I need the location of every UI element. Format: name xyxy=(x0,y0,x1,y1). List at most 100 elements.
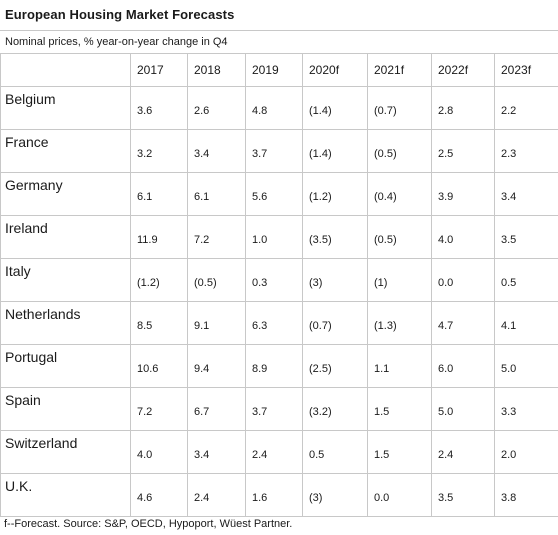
value-cell: (1) xyxy=(367,258,432,302)
column-header: 2019 xyxy=(245,53,303,87)
country-cell: Netherlands xyxy=(0,301,131,345)
value-cell: (0.5) xyxy=(367,215,432,259)
value-cell: (1.4) xyxy=(302,129,368,173)
value-cell: 6.0 xyxy=(431,344,495,388)
value-cell: 6.1 xyxy=(130,172,188,216)
value-cell: 8.5 xyxy=(130,301,188,345)
value-cell: 2.3 xyxy=(494,129,558,173)
value-cell: 8.9 xyxy=(245,344,303,388)
value-cell: 4.7 xyxy=(431,301,495,345)
value-cell: 0.0 xyxy=(367,473,432,517)
table-row: Italy (1.2) (0.5) 0.3 (3) (1) 0.0 0.5 xyxy=(0,258,558,302)
value-cell: (1.3) xyxy=(367,301,432,345)
value-cell: (1.4) xyxy=(302,86,368,130)
country-cell: Portugal xyxy=(0,344,131,388)
country-cell: Ireland xyxy=(0,215,131,259)
value-cell: 3.6 xyxy=(130,86,188,130)
value-cell: 9.1 xyxy=(187,301,246,345)
table-row: Netherlands 8.5 9.1 6.3 (0.7) (1.3) 4.7 4.1 xyxy=(0,301,558,345)
value-cell: 0.5 xyxy=(302,430,368,474)
value-cell: 7.2 xyxy=(130,387,188,431)
value-cell: 6.3 xyxy=(245,301,303,345)
value-cell: 2.0 xyxy=(494,430,558,474)
value-cell: (3) xyxy=(302,258,368,302)
table-title: European Housing Market Forecasts xyxy=(5,7,235,22)
column-header: 2023f xyxy=(494,53,558,87)
value-cell: 9.4 xyxy=(187,344,246,388)
column-header: 2020f xyxy=(302,53,368,87)
value-cell: 0.5 xyxy=(494,258,558,302)
table-row: Germany 6.1 6.1 5.6 (1.2) (0.4) 3.9 3.4 xyxy=(0,172,558,216)
value-cell: 3.4 xyxy=(187,129,246,173)
value-cell: 4.0 xyxy=(130,430,188,474)
value-cell: (0.7) xyxy=(367,86,432,130)
value-cell: (3) xyxy=(302,473,368,517)
value-cell: 2.6 xyxy=(187,86,246,130)
table-row: Ireland 11.9 7.2 1.0 (3.5) (0.5) 4.0 3.5 xyxy=(0,215,558,259)
value-cell: 4.0 xyxy=(431,215,495,259)
value-cell: (3.5) xyxy=(302,215,368,259)
value-cell: 4.1 xyxy=(494,301,558,345)
value-cell: 4.8 xyxy=(245,86,303,130)
column-header: 2018 xyxy=(187,53,246,87)
table-row: U.K. 4.6 2.4 1.6 (3) 0.0 3.5 3.8 xyxy=(0,473,558,517)
value-cell: 0.0 xyxy=(431,258,495,302)
value-cell: 1.5 xyxy=(367,387,432,431)
value-cell: 3.7 xyxy=(245,387,303,431)
value-cell: 1.5 xyxy=(367,430,432,474)
value-cell: 6.1 xyxy=(187,172,246,216)
table-body: Belgium 3.6 2.6 4.8 (1.4) (0.7) 2.8 2.2 France 3.… xyxy=(0,86,558,517)
table-row: Portugal 10.6 9.4 8.9 (2.5) 1.1 6.0 5.0 xyxy=(0,344,558,388)
value-cell: 0.3 xyxy=(245,258,303,302)
table-row: Belgium 3.6 2.6 4.8 (1.4) (0.7) 2.8 2.2 xyxy=(0,86,558,130)
column-header: 2021f xyxy=(367,53,432,87)
value-cell: 5.0 xyxy=(431,387,495,431)
header-row: 2017 2018 2019 2020f 2021f 2022f 2023f xyxy=(0,53,558,87)
value-cell: (0.5) xyxy=(367,129,432,173)
value-cell: 6.7 xyxy=(187,387,246,431)
value-cell: (0.4) xyxy=(367,172,432,216)
value-cell: 1.0 xyxy=(245,215,303,259)
column-header: 2017 xyxy=(130,53,188,87)
value-cell: 3.9 xyxy=(431,172,495,216)
column-header: 2022f xyxy=(431,53,495,87)
value-cell: (1.2) xyxy=(302,172,368,216)
country-cell: France xyxy=(0,129,131,173)
value-cell: 1.1 xyxy=(367,344,432,388)
table-subtitle: Nominal prices, % year-on-year change in… xyxy=(5,36,228,48)
value-cell: 3.2 xyxy=(130,129,188,173)
country-cell: Spain xyxy=(0,387,131,431)
value-cell: (3.2) xyxy=(302,387,368,431)
table-row: Spain 7.2 6.7 3.7 (3.2) 1.5 5.0 3.3 xyxy=(0,387,558,431)
value-cell: 3.4 xyxy=(187,430,246,474)
value-cell: 5.0 xyxy=(494,344,558,388)
country-cell: Belgium xyxy=(0,86,131,130)
value-cell: (0.5) xyxy=(187,258,246,302)
country-cell: Italy xyxy=(0,258,131,302)
value-cell: 11.9 xyxy=(130,215,188,259)
forecast-table: 2017 2018 2019 2020f 2021f 2022f 2023f B… xyxy=(0,53,558,517)
value-cell: 5.6 xyxy=(245,172,303,216)
title-divider xyxy=(0,30,558,31)
value-cell: 7.2 xyxy=(187,215,246,259)
value-cell: (2.5) xyxy=(302,344,368,388)
value-cell: 2.4 xyxy=(187,473,246,517)
value-cell: 3.8 xyxy=(494,473,558,517)
country-cell: U.K. xyxy=(0,473,131,517)
value-cell: 3.3 xyxy=(494,387,558,431)
value-cell: 3.7 xyxy=(245,129,303,173)
table-row: Switzerland 4.0 3.4 2.4 0.5 1.5 2.4 2.0 xyxy=(0,430,558,474)
value-cell: 3.5 xyxy=(431,473,495,517)
value-cell: 3.5 xyxy=(494,215,558,259)
value-cell: 2.4 xyxy=(245,430,303,474)
header-corner-cell xyxy=(0,53,131,87)
value-cell: 2.5 xyxy=(431,129,495,173)
value-cell: 2.8 xyxy=(431,86,495,130)
table-footnote: f--Forecast. Source: S&P, OECD, Hypoport… xyxy=(4,518,293,530)
value-cell: (1.2) xyxy=(130,258,188,302)
value-cell: 1.6 xyxy=(245,473,303,517)
value-cell: (0.7) xyxy=(302,301,368,345)
table-row: France 3.2 3.4 3.7 (1.4) (0.5) 2.5 2.3 xyxy=(0,129,558,173)
value-cell: 4.6 xyxy=(130,473,188,517)
value-cell: 10.6 xyxy=(130,344,188,388)
